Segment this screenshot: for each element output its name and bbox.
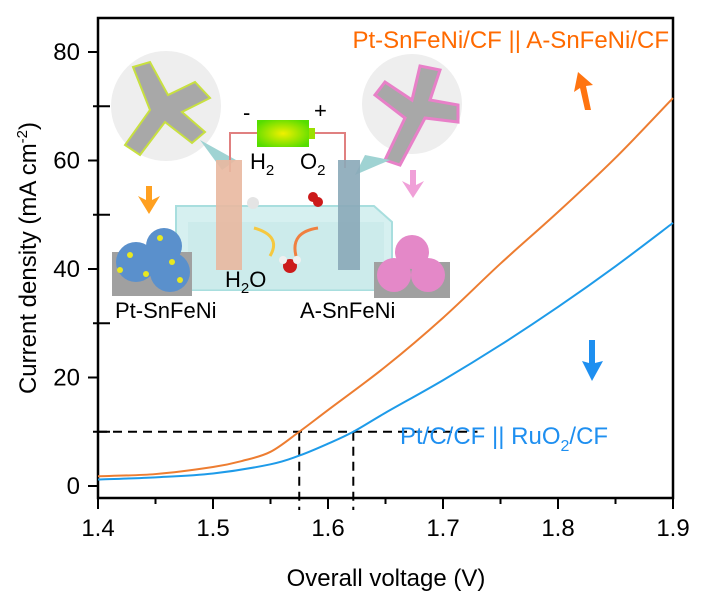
x-tick-label: 1.5 <box>196 515 229 542</box>
cathode-magnified-view <box>111 51 236 170</box>
series-line-0 <box>97 97 674 478</box>
anode-electrode <box>338 160 360 270</box>
h2o-label: H2O <box>225 267 266 297</box>
orange-up-arrow-icon <box>574 72 593 110</box>
inset-illustration: - + H2 O2 H2O <box>111 51 462 323</box>
x-tick-label: 1.6 <box>311 515 344 542</box>
x-axis-title: Overall voltage (V) <box>287 565 486 592</box>
y-tick-label: 0 <box>67 473 80 500</box>
battery-minus-label: - <box>243 100 250 125</box>
reference-lines <box>98 430 478 510</box>
x-tick-labels: 1.4 1.5 1.6 1.7 1.8 1.9 <box>81 515 689 542</box>
pink-down-arrow-icon <box>402 170 424 198</box>
y-axis-title: Current density (mA cm-2) <box>14 122 42 394</box>
battery-icon <box>229 120 346 172</box>
orange-down-arrow-icon <box>138 186 160 214</box>
x-tick-label: 1.7 <box>426 515 459 542</box>
y-tick-label: 40 <box>53 256 80 283</box>
y-tick-label: 60 <box>53 148 80 175</box>
legend-orange-series: Pt-SnFeNi/CF || A-SnFeNi/CF <box>352 27 669 54</box>
electrolyte-tank <box>175 160 393 291</box>
h2-label: H2 <box>250 149 274 179</box>
anode-magnified-view <box>355 54 462 175</box>
x-tick-label: 1.9 <box>656 515 689 542</box>
y-tick-labels: 0 20 40 60 80 <box>53 39 80 500</box>
legend-blue-series: Pt/C/CF || RuO2/CF <box>400 423 608 455</box>
pt-snfeni-particles <box>112 228 192 296</box>
x-tick-label: 1.8 <box>541 515 574 542</box>
y-tick-label: 80 <box>53 39 80 66</box>
inset-anode-label: A-SnFeNi <box>300 298 395 323</box>
y-tick-label: 20 <box>53 365 80 392</box>
x-tick-label: 1.4 <box>81 515 114 542</box>
battery-plus-label: + <box>314 98 327 123</box>
blue-down-arrow-icon <box>582 340 603 381</box>
cathode-electrode <box>216 160 242 270</box>
axis-ticks <box>88 51 674 509</box>
a-snfeni-particles <box>374 235 450 298</box>
inset-cathode-label: Pt-SnFeNi <box>115 298 216 323</box>
series-layer <box>97 97 674 481</box>
o2-label: O2 <box>300 149 325 179</box>
series-line-1 <box>97 222 674 481</box>
